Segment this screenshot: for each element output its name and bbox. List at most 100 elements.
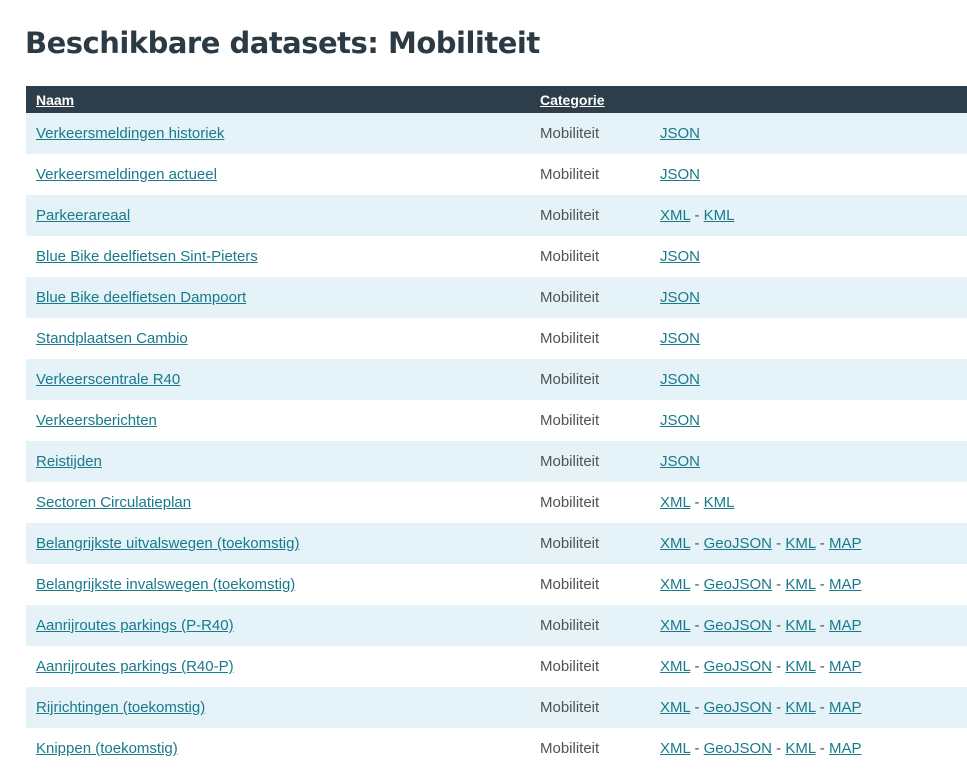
name-cell: Standplaatsen Cambio bbox=[26, 318, 530, 359]
format-link[interactable]: XML bbox=[660, 494, 691, 511]
dataset-link[interactable]: Verkeerscentrale R40 bbox=[36, 371, 181, 388]
dataset-link[interactable]: Reistijden bbox=[36, 453, 102, 470]
format-link[interactable]: XML bbox=[660, 576, 691, 593]
format-link[interactable]: JSON bbox=[660, 289, 701, 306]
category-cell: Mobiliteit bbox=[530, 523, 650, 564]
category-value: Mobiliteit bbox=[540, 166, 600, 183]
name-cell: Rijrichtingen (toekomstig) bbox=[26, 687, 530, 728]
category-value: Mobiliteit bbox=[540, 412, 600, 429]
format-link[interactable]: XML bbox=[660, 207, 691, 224]
format-link[interactable]: JSON bbox=[660, 412, 701, 429]
dataset-link[interactable]: Knippen (toekomstig) bbox=[36, 740, 178, 757]
category-value: Mobiliteit bbox=[540, 248, 600, 265]
format-link[interactable]: JSON bbox=[660, 166, 701, 183]
format-link[interactable]: JSON bbox=[660, 125, 701, 142]
dataset-link[interactable]: Parkeerareaal bbox=[36, 207, 131, 224]
format-links-cell: JSON bbox=[650, 400, 967, 441]
format-link[interactable]: JSON bbox=[660, 453, 701, 470]
format-link[interactable]: KML bbox=[703, 207, 735, 224]
category-cell: Mobiliteit bbox=[530, 728, 650, 769]
format-separator: - bbox=[772, 535, 786, 552]
format-link[interactable]: GeoJSON bbox=[703, 699, 772, 716]
category-cell: Mobiliteit bbox=[530, 318, 650, 359]
format-link[interactable]: XML bbox=[660, 658, 691, 675]
dataset-link[interactable]: Aanrijroutes parkings (R40-P) bbox=[36, 658, 234, 675]
name-cell: Belangrijkste uitvalswegen (toekomstig) bbox=[26, 523, 530, 564]
category-cell: Mobiliteit bbox=[530, 277, 650, 318]
dataset-link[interactable]: Belangrijkste invalswegen (toekomstig) bbox=[36, 576, 296, 593]
category-cell: Mobiliteit bbox=[530, 646, 650, 687]
format-separator: - bbox=[815, 535, 829, 552]
table-row: Aanrijroutes parkings (P-R40) Mobiliteit… bbox=[26, 605, 967, 646]
dataset-link[interactable]: Standplaatsen Cambio bbox=[36, 330, 188, 347]
dataset-link[interactable]: Blue Bike deelfietsen Dampoort bbox=[36, 289, 247, 306]
format-links-cell: XML - KML bbox=[650, 482, 967, 523]
format-link[interactable]: MAP bbox=[828, 699, 862, 716]
table-row: Verkeersmeldingen historiek Mobiliteit J… bbox=[26, 113, 967, 154]
format-links-cell: JSON bbox=[650, 154, 967, 195]
format-links-cell: JSON bbox=[650, 318, 967, 359]
dataset-link[interactable]: Verkeersmeldingen historiek bbox=[36, 125, 225, 142]
datasets-table: Naam Categorie Verkeersmeldingen histori… bbox=[26, 86, 967, 769]
format-link[interactable]: KML bbox=[785, 617, 816, 634]
category-cell: Mobiliteit bbox=[530, 482, 650, 523]
name-cell: Aanrijroutes parkings (P-R40) bbox=[26, 605, 530, 646]
format-link[interactable]: MAP bbox=[828, 576, 862, 593]
format-link[interactable]: GeoJSON bbox=[703, 658, 772, 675]
table-row: Reistijden Mobiliteit JSON bbox=[26, 441, 967, 482]
format-link[interactable]: XML bbox=[660, 535, 691, 552]
format-link[interactable]: GeoJSON bbox=[703, 535, 772, 552]
dataset-link[interactable]: Sectoren Circulatieplan bbox=[36, 494, 192, 511]
format-links-cell: JSON bbox=[650, 441, 967, 482]
category-value: Mobiliteit bbox=[540, 289, 600, 306]
format-separator: - bbox=[772, 658, 786, 675]
dataset-link[interactable]: Blue Bike deelfietsen Sint-Pieters bbox=[36, 248, 258, 265]
dataset-link[interactable]: Aanrijroutes parkings (P-R40) bbox=[36, 617, 234, 634]
format-separator: - bbox=[772, 576, 786, 593]
category-value: Mobiliteit bbox=[540, 453, 600, 470]
format-link[interactable]: KML bbox=[785, 699, 816, 716]
dataset-link[interactable]: Verkeersberichten bbox=[36, 412, 157, 429]
column-header-categorie-label[interactable]: Categorie bbox=[540, 91, 605, 108]
format-link[interactable]: GeoJSON bbox=[703, 617, 772, 634]
format-link[interactable]: GeoJSON bbox=[703, 740, 772, 757]
table-row: Blue Bike deelfietsen Sint-Pieters Mobil… bbox=[26, 236, 967, 277]
name-cell: Sectoren Circulatieplan bbox=[26, 482, 530, 523]
category-value: Mobiliteit bbox=[540, 494, 600, 511]
category-value: Mobiliteit bbox=[540, 330, 600, 347]
category-cell: Mobiliteit bbox=[530, 154, 650, 195]
dataset-link[interactable]: Rijrichtingen (toekomstig) bbox=[36, 699, 206, 716]
name-cell: Verkeersberichten bbox=[26, 400, 530, 441]
format-link[interactable]: JSON bbox=[660, 371, 701, 388]
format-link[interactable]: MAP bbox=[828, 617, 862, 634]
format-links-cell: XML - GeoJSON - KML - MAP bbox=[650, 687, 967, 728]
format-link[interactable]: XML bbox=[660, 617, 691, 634]
format-link[interactable]: MAP bbox=[828, 535, 862, 552]
category-value: Mobiliteit bbox=[540, 371, 600, 388]
dataset-link[interactable]: Belangrijkste uitvalswegen (toekomstig) bbox=[36, 535, 300, 552]
format-link[interactable]: KML bbox=[785, 535, 816, 552]
format-link[interactable]: XML bbox=[660, 699, 691, 716]
format-link[interactable]: MAP bbox=[828, 740, 862, 757]
category-value: Mobiliteit bbox=[540, 658, 600, 675]
format-link[interactable]: KML bbox=[785, 658, 816, 675]
format-link[interactable]: KML bbox=[785, 740, 816, 757]
column-header-naam-label[interactable]: Naam bbox=[36, 91, 75, 108]
category-cell: Mobiliteit bbox=[530, 195, 650, 236]
format-link[interactable]: MAP bbox=[828, 658, 862, 675]
table-row: Sectoren Circulatieplan Mobiliteit XML -… bbox=[26, 482, 967, 523]
format-link[interactable]: KML bbox=[703, 494, 735, 511]
category-value: Mobiliteit bbox=[540, 699, 600, 716]
format-links-cell: JSON bbox=[650, 277, 967, 318]
format-link[interactable]: JSON bbox=[660, 248, 701, 265]
category-cell: Mobiliteit bbox=[530, 400, 650, 441]
format-separator: - bbox=[690, 617, 704, 634]
dataset-link[interactable]: Verkeersmeldingen actueel bbox=[36, 166, 217, 183]
format-link[interactable]: KML bbox=[785, 576, 816, 593]
table-row: Aanrijroutes parkings (R40-P) Mobiliteit… bbox=[26, 646, 967, 687]
column-header-formats bbox=[650, 86, 967, 113]
format-link[interactable]: JSON bbox=[660, 330, 701, 347]
format-links-cell: XML - KML bbox=[650, 195, 967, 236]
format-link[interactable]: GeoJSON bbox=[703, 576, 772, 593]
format-link[interactable]: XML bbox=[660, 740, 691, 757]
